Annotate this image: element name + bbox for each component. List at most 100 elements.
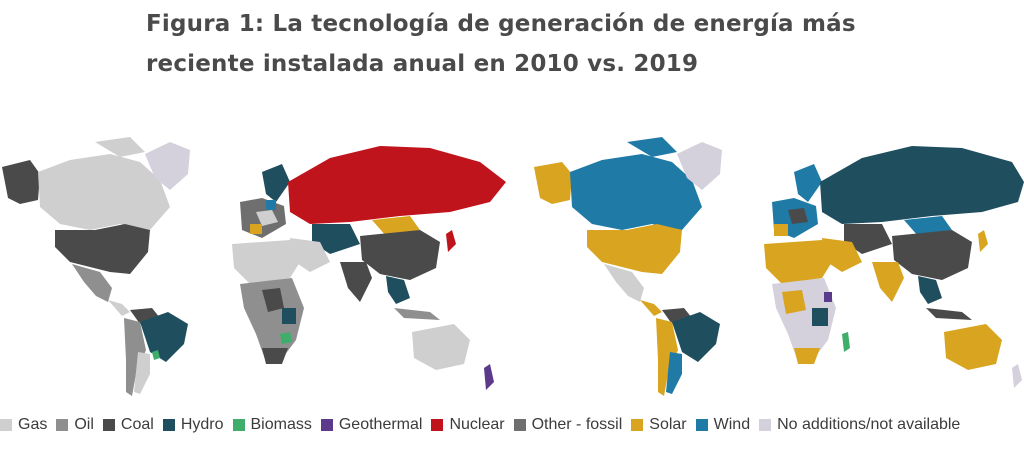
legend-label: Other - fossil xyxy=(531,416,623,433)
legend-item: Wind xyxy=(695,416,751,434)
legend-swatch xyxy=(431,419,444,431)
region-new-zealand xyxy=(1012,364,1022,388)
region-mexico xyxy=(72,264,112,302)
region-europe-solar xyxy=(774,224,788,236)
legend-item: Hydro xyxy=(162,416,224,434)
legend-label: Coal xyxy=(120,416,154,433)
region-russia xyxy=(288,146,506,224)
region-china xyxy=(892,230,972,280)
region-scandinavia xyxy=(262,164,290,202)
region-europe-coal xyxy=(788,208,808,224)
region-greenland xyxy=(677,142,722,190)
legend-label: Geothermal xyxy=(338,416,423,433)
region-russia xyxy=(820,146,1024,224)
legend-swatch xyxy=(695,419,708,431)
figure-title: Figura 1: La tecnología de generación de… xyxy=(146,11,856,77)
region-central-america xyxy=(640,300,662,316)
region-alaska xyxy=(534,162,572,204)
region-africa-hydro xyxy=(812,308,828,326)
legend-item: Geothermal xyxy=(320,416,423,434)
region-canada xyxy=(38,154,170,230)
region-scandinavia xyxy=(794,164,822,202)
region-uruguay xyxy=(152,350,160,360)
region-brazil xyxy=(140,312,188,362)
region-usa xyxy=(587,224,682,274)
legend-swatch xyxy=(320,419,333,431)
region-argentina xyxy=(666,352,682,394)
legend-label: Oil xyxy=(74,416,94,433)
legend-label: No additions/not available xyxy=(777,416,961,433)
region-canada xyxy=(570,154,702,230)
legend-item: No additions/not available xyxy=(759,416,960,434)
region-japan xyxy=(978,230,988,252)
legend-item: Coal xyxy=(102,416,154,434)
legend-item: Gas xyxy=(0,416,47,434)
world-map-2010 xyxy=(2,137,506,396)
region-indonesia xyxy=(394,308,440,320)
legend-swatch xyxy=(232,419,245,431)
legend-label: Wind xyxy=(713,416,751,433)
legend-item: Solar xyxy=(631,416,687,434)
legend-label: Nuclear xyxy=(449,416,505,433)
legend-swatch xyxy=(56,419,69,431)
legend-label: Gas xyxy=(18,416,48,433)
region-andes xyxy=(656,318,678,396)
region-africa-geothermal xyxy=(824,292,832,302)
map-2019 xyxy=(512,112,1024,402)
legend-label: Biomass xyxy=(250,416,312,433)
region-arctic-islands xyxy=(627,137,677,157)
region-north-africa xyxy=(232,240,300,284)
legend-item: Oil xyxy=(56,416,94,434)
region-north-africa xyxy=(764,240,832,284)
region-new-zealand xyxy=(484,364,494,390)
region-mongolia xyxy=(904,216,952,236)
region-central-asia xyxy=(844,224,892,254)
region-china xyxy=(360,230,440,280)
region-madagascar xyxy=(842,332,850,352)
legend-item: Nuclear xyxy=(431,416,505,434)
region-africa-biomass xyxy=(280,332,292,344)
region-middle-east xyxy=(290,238,330,272)
legend-label: Hydro xyxy=(180,416,224,433)
legend-swatch xyxy=(162,419,175,431)
legend-swatch xyxy=(102,419,115,431)
region-andes xyxy=(124,318,146,396)
region-south-africa xyxy=(262,348,288,364)
world-map-2019 xyxy=(534,137,1024,396)
region-usa xyxy=(55,224,150,274)
region-australia xyxy=(944,324,1002,370)
region-india xyxy=(340,262,372,302)
legend-item: Biomass xyxy=(232,416,312,434)
region-australia xyxy=(412,324,470,370)
region-middle-east xyxy=(822,238,862,272)
legend-swatch xyxy=(759,419,772,431)
region-brazil xyxy=(672,312,720,362)
region-india xyxy=(872,262,904,302)
region-argentina xyxy=(134,352,150,394)
region-se-asia xyxy=(386,276,410,304)
map-legend: Gas Oil Coal Hydro Biomass Geothermal Nuclear O… xyxy=(0,410,1024,440)
region-indonesia xyxy=(926,308,972,320)
region-greenland xyxy=(145,142,190,190)
legend-swatch xyxy=(513,419,526,431)
region-europe-solar xyxy=(250,224,262,234)
region-alaska xyxy=(2,160,40,204)
region-south-africa xyxy=(794,348,820,364)
region-africa-coal xyxy=(262,288,284,312)
region-mongolia xyxy=(372,216,420,236)
region-europe-wind xyxy=(266,200,276,210)
region-japan xyxy=(446,230,456,252)
region-europe-gas xyxy=(256,210,278,226)
region-africa-hydro xyxy=(282,308,296,324)
region-mexico xyxy=(604,264,644,302)
region-africa-solar xyxy=(782,290,806,314)
region-central-asia xyxy=(312,224,360,254)
legend-swatch xyxy=(631,419,644,431)
legend-swatch xyxy=(0,419,12,431)
region-se-asia xyxy=(918,276,942,304)
region-arctic-islands xyxy=(95,137,145,157)
region-central-america xyxy=(108,300,130,316)
legend-item: Other - fossil xyxy=(513,416,623,434)
map-2010 xyxy=(0,112,512,402)
legend-label: Solar xyxy=(649,416,687,433)
